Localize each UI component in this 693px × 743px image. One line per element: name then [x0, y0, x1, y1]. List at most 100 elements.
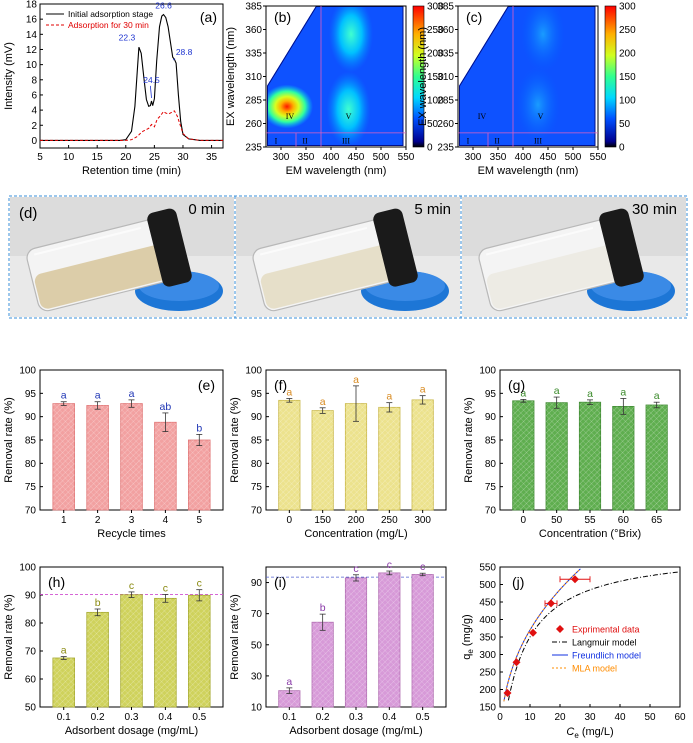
chart-h-bar-hatch2: [52, 658, 75, 707]
chart-c-xlabel: EM wavelength (nm): [478, 165, 579, 177]
chart-i-xtick-label: 0.4: [382, 712, 396, 723]
chart-g-panel-label: (g): [508, 377, 525, 393]
chart-i-significance-letter: a: [286, 676, 292, 688]
chart-j-legend-label: Freundlich model: [572, 651, 641, 661]
chart-b-xtick-label: 300: [273, 152, 290, 163]
chart-h-significance-letter: b: [95, 597, 101, 609]
chart-e-xtick-label: 2: [95, 515, 101, 526]
chart-j-data-point: [547, 599, 555, 608]
chart-g-xtick-label: 65: [651, 515, 663, 526]
chart-g-bar-hatch2: [546, 402, 568, 510]
chart-h-bar-hatch2: [188, 595, 211, 707]
chart-c-ytick-label: 235: [437, 143, 454, 154]
chart-a-ytick-label: 10: [26, 60, 38, 71]
chart-h-xtick-label: 0.1: [57, 712, 71, 723]
chart-b-xtick-label: 550: [398, 152, 415, 163]
chart-b-xtick-label: 400: [323, 152, 340, 163]
chart-b-xlabel: EM wavelength (nm): [286, 165, 387, 177]
chart-g-ytick-label: 100: [479, 366, 496, 377]
chart-i-ytick-label: 50: [251, 640, 263, 651]
chart-g-significance-letter: a: [554, 385, 560, 397]
chart-b-ytick-label: 310: [245, 72, 262, 83]
chart-c-xtick-label: 500: [565, 152, 582, 163]
chart-b-colorbar-label: 250: [427, 25, 444, 36]
chart-i-bar-hatch2: [345, 577, 367, 707]
chart-i-bar-hatch2: [278, 690, 300, 707]
chart-j-legend-label: Langmuir model: [572, 638, 637, 648]
chart-a-ytick-label: 6: [31, 90, 37, 101]
chart-e-ylabel: Removal rate (%): [3, 397, 15, 483]
chart-a-peak-arrow: [149, 85, 152, 99]
chart-h-ytick-label: 90: [25, 591, 37, 602]
chart-j-data-point: [512, 658, 521, 667]
chart-b-field: [267, 6, 404, 147]
chart-c-region-label: III: [534, 136, 542, 145]
vial-liquid: [486, 244, 625, 309]
chart-c-ytick-label: 285: [437, 96, 454, 107]
photo-time-label: 0 min: [188, 201, 225, 218]
chart-j-ytick-label: 400: [479, 615, 496, 626]
panel-f: 70 75 80 85 90 95 100 a 0 a 150 a 200 a 250 a 300 Concent…: [229, 366, 447, 540]
chart-f-significance-letter: a: [320, 396, 326, 408]
chart-b-peak: [326, 71, 371, 147]
chart-c-colorbar-label: 300: [619, 2, 636, 13]
chart-a-ytick-label: 18: [26, 0, 38, 11]
chart-h-ylabel: Removal rate (%): [3, 594, 15, 680]
chart-i-xtick-label: 0.2: [316, 712, 330, 723]
chart-f-significance-letter: a: [286, 386, 292, 398]
panel-i: 10 30 50 70 90 a 0.1 b 0.2 c 0.3 c 0.4 c 0.5 Adsorbent …: [229, 559, 447, 737]
chart-e-significance-letter: a: [61, 390, 67, 402]
chart-i-bar-hatch2: [312, 622, 334, 707]
chart-h-bar-hatch2: [86, 612, 109, 707]
chart-j-ytick-label: 550: [479, 563, 496, 574]
chart-e-xtick-label: 1: [61, 515, 67, 526]
chart-a-xtick-label: 10: [63, 152, 75, 163]
chart-a-xtick-label: 5: [37, 152, 43, 163]
chart-i-significance-letter: b: [320, 602, 326, 614]
chart-f-ytick-label: 70: [251, 506, 263, 517]
chart-b-ylabel: EX wavelength (nm): [225, 27, 237, 126]
chart-i-ytick-label: 10: [251, 703, 263, 714]
chart-e-panel-label: (e): [198, 377, 215, 393]
chart-h-ytick-label: 80: [25, 619, 37, 630]
chart-h-ytick-label: 60: [25, 675, 37, 686]
chart-g-xtick-label: 0: [521, 515, 527, 526]
chart-c-region-label: II: [494, 136, 500, 145]
chart-e-bar-hatch2: [154, 422, 177, 510]
chart-g-significance-letter: a: [520, 387, 526, 399]
chart-f-ytick-label: 75: [251, 482, 263, 493]
chart-c-ylabel: EX wavelength (nm): [417, 27, 429, 126]
chart-b-ytick-label: 260: [245, 119, 262, 130]
chart-f-ytick-label: 100: [245, 366, 262, 377]
photo-1: 0 min (d): [10, 197, 234, 317]
chart-j-xtick-label: 30: [584, 712, 596, 723]
chart-j-data-point: [503, 689, 512, 697]
chart-g-xlabel: Concentration (°Brix): [539, 528, 641, 540]
chart-a-xtick-label: 30: [177, 152, 189, 163]
panel-j: 150 200 250 300 350 400 450 500 550 0 10 20 30 40 50 60…: [461, 563, 686, 741]
chart-c-ytick-label: 385: [437, 2, 454, 13]
chart-a-ytick-label: 16: [26, 15, 38, 26]
chart-a-xtick-label: 15: [92, 152, 104, 163]
chart-a-legend-30min: Adsorption for 30 min: [68, 20, 149, 30]
vial-black-cap: [373, 208, 418, 287]
glass-vial: [252, 208, 418, 312]
chart-e-ytick-label: 75: [25, 482, 37, 493]
chart-i-xtick-label: 0.1: [282, 712, 296, 723]
chart-c-colorbar: [604, 5, 617, 148]
chart-c-ytick-label: 360: [437, 25, 454, 36]
chart-a-panel-label: (a): [200, 9, 217, 25]
chart-c-colorbar-label: 250: [619, 25, 636, 36]
chart-j-legend-label: Exprimental data: [572, 625, 640, 635]
chart-a-series-initial: [40, 13, 223, 141]
vial-highlight: [33, 226, 142, 256]
chart-e-ytick-label: 90: [25, 412, 37, 423]
chart-e-ytick-label: 95: [25, 389, 37, 400]
chart-g-ytick-label: 90: [485, 412, 497, 423]
chart-j-xtick-label: 40: [614, 712, 626, 723]
chart-f-xtick-label: 0: [287, 515, 293, 526]
chart-f-bar-hatch2: [412, 399, 434, 510]
chart-b-panel-label: (b): [274, 9, 291, 25]
chart-a-peak-arrow: [172, 58, 176, 61]
